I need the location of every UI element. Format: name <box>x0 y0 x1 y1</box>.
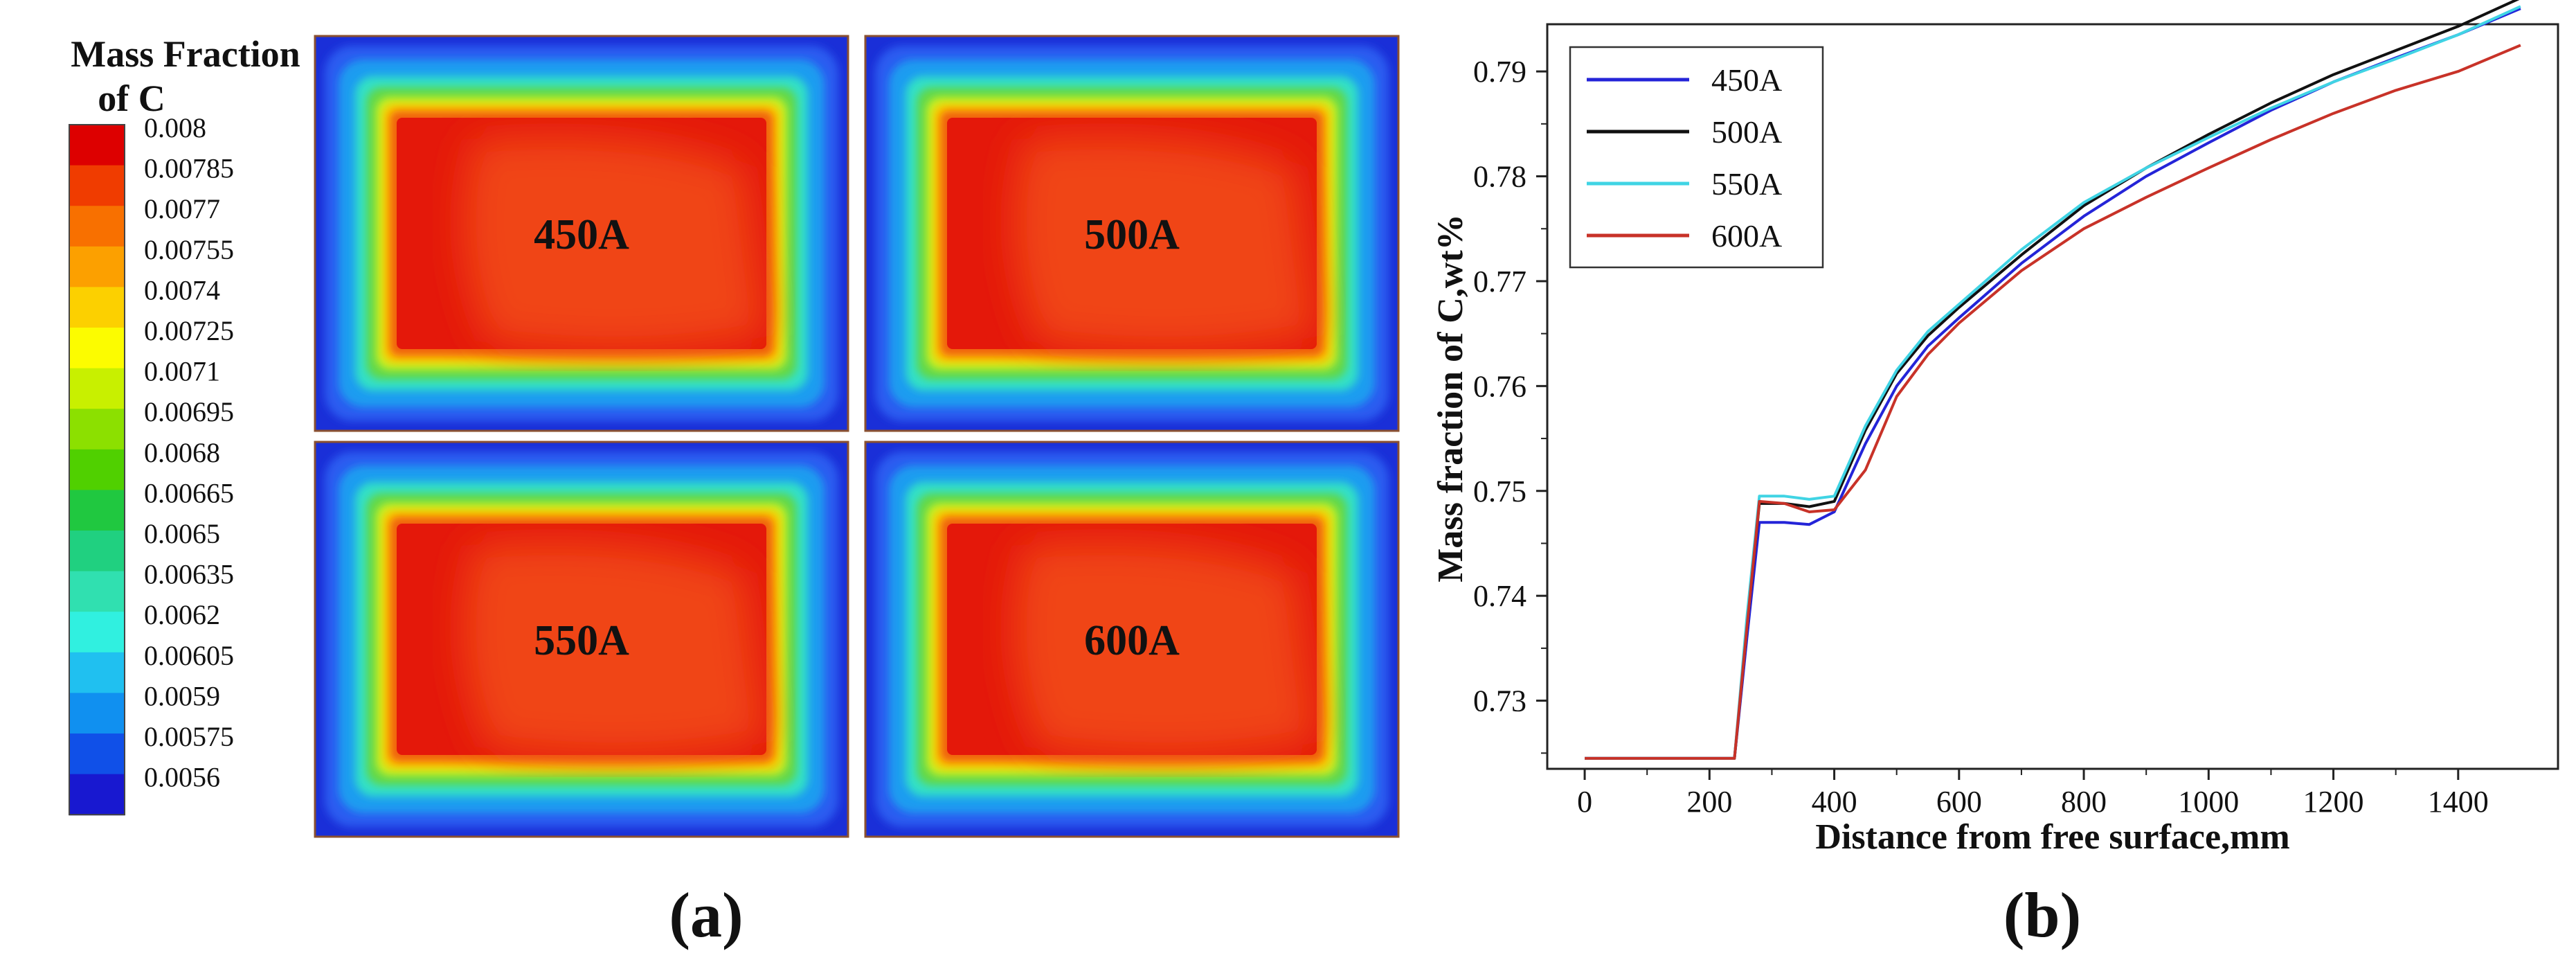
series-line-600A <box>1585 44 2521 760</box>
x-tick-label: 1000 <box>2178 785 2239 819</box>
contour-label: 600A <box>1084 617 1180 664</box>
legend-level-label: 0.0059 <box>144 680 220 711</box>
y-tick-label: 0.74 <box>1473 579 1526 613</box>
y-tick-label: 0.76 <box>1473 369 1526 403</box>
legend-level-label: 0.0068 <box>144 437 220 468</box>
x-tick-label: 200 <box>1686 785 1732 819</box>
plot-frame <box>1546 23 2559 770</box>
contour-label: 550A <box>534 617 629 664</box>
contour-plateau <box>463 542 765 756</box>
contour-panel: 500A <box>864 35 1400 432</box>
legend-level-label: 0.00665 <box>144 477 234 508</box>
legend-swatch <box>69 449 125 491</box>
legend-bar-border <box>69 124 125 816</box>
legend-swatch <box>69 693 125 734</box>
y-tick-label: 0.73 <box>1473 684 1526 718</box>
legend-swatch <box>69 612 125 653</box>
legend-level-label: 0.0056 <box>144 762 220 793</box>
contour-panel: 600A <box>864 441 1400 838</box>
legend-swatch <box>69 206 125 247</box>
panel-b: 0 200 400 600 800 1000 1200 1400 0.730.740.750.… <box>1431 0 2559 950</box>
contour-panel: 450A <box>314 35 849 432</box>
x-tick-label: 0 <box>1577 785 1592 819</box>
legend-swatch <box>69 774 125 816</box>
legend-level-label: 0.00635 <box>144 559 234 590</box>
legend-level-label: 0.00785 <box>144 153 234 184</box>
legend-swatch <box>69 165 125 207</box>
contour-label: 500A <box>1084 211 1180 258</box>
y-axis: 0.73 0.74 0.75 0.76 0.77 0.78 0.79 <box>1473 55 1547 754</box>
legend-level-label: 0.0065 <box>144 518 220 549</box>
contour-plateau <box>1014 136 1315 350</box>
legend-swatch <box>69 531 125 572</box>
contour-plateau <box>1014 542 1315 756</box>
x-tick-label: 1400 <box>2428 785 2489 819</box>
legend-level-label: 0.00605 <box>144 640 234 671</box>
x-tick-label: 600 <box>1936 785 1982 819</box>
y-tick-label: 0.77 <box>1473 265 1526 299</box>
legend-title-line1: Mass Fraction <box>71 33 300 75</box>
legend-swatch <box>69 287 125 328</box>
legend-entry-label: 450A <box>1711 62 1782 98</box>
legend-swatches <box>69 124 125 816</box>
x-tick-label: 800 <box>2061 785 2107 819</box>
legend-swatch <box>69 409 125 450</box>
legend-level-label: 0.0077 <box>144 193 220 224</box>
y-tick-label: 0.78 <box>1473 160 1526 194</box>
x-axis: 0 200 400 600 800 1000 1200 1400 <box>1577 769 2489 819</box>
contour-panel: 550A <box>314 441 849 838</box>
x-axis-label: Distance from free surface,mm <box>1815 817 2289 857</box>
chart-legend: 450A 500A 550A 600A <box>1569 46 1824 269</box>
legend-labels: 0.008 0.00785 0.0077 0.00755 0.0074 0.00725 0.… <box>144 112 234 793</box>
legend-swatch <box>69 368 125 410</box>
legend-level-label: 0.0062 <box>144 599 220 630</box>
legend-level-label: 0.00755 <box>144 234 234 265</box>
legend-swatch <box>69 490 125 531</box>
legend-level-label: 0.00575 <box>144 721 234 752</box>
legend-swatch <box>69 246 125 288</box>
x-tick-label: 1200 <box>2303 785 2364 819</box>
legend-swatch <box>69 571 125 613</box>
panel-b-caption: (b) <box>2003 880 2081 950</box>
legend-swatch <box>69 328 125 369</box>
x-tick-label: 400 <box>1812 785 1857 819</box>
legend-level-label: 0.008 <box>144 112 206 143</box>
legend-swatch <box>69 652 125 694</box>
legend-entry-label: 550A <box>1711 166 1782 202</box>
legend-entry-label: 500A <box>1711 114 1782 150</box>
y-tick-label: 0.75 <box>1473 474 1526 508</box>
series-line-500A <box>1585 0 2520 760</box>
panel-a-caption: (a) <box>669 880 743 950</box>
legend-box <box>1569 46 1824 269</box>
legend-title-line2: of C <box>98 78 165 119</box>
legend-entry-label: 600A <box>1711 218 1782 254</box>
y-axis-label: Mass fraction of C,wt% <box>1431 214 1470 582</box>
legend-level-label: 0.00695 <box>144 396 234 427</box>
legend-swatch <box>69 125 125 166</box>
contour-panels: 450A 500A 550A 600A <box>314 35 1400 838</box>
y-tick-label: 0.79 <box>1473 55 1526 89</box>
panel-a: Mass Fraction of C 0.0080.007850.00770.0… <box>69 33 1400 950</box>
legend-swatch <box>69 734 125 775</box>
contour-label: 450A <box>534 211 629 258</box>
legend-level-label: 0.0074 <box>144 274 220 305</box>
series-line-550A <box>1585 5 2521 760</box>
legend-level-label: 0.0071 <box>144 356 220 387</box>
legend-level-label: 0.00725 <box>144 315 234 346</box>
series-lines <box>1585 0 2521 760</box>
contour-plateau <box>463 136 765 350</box>
